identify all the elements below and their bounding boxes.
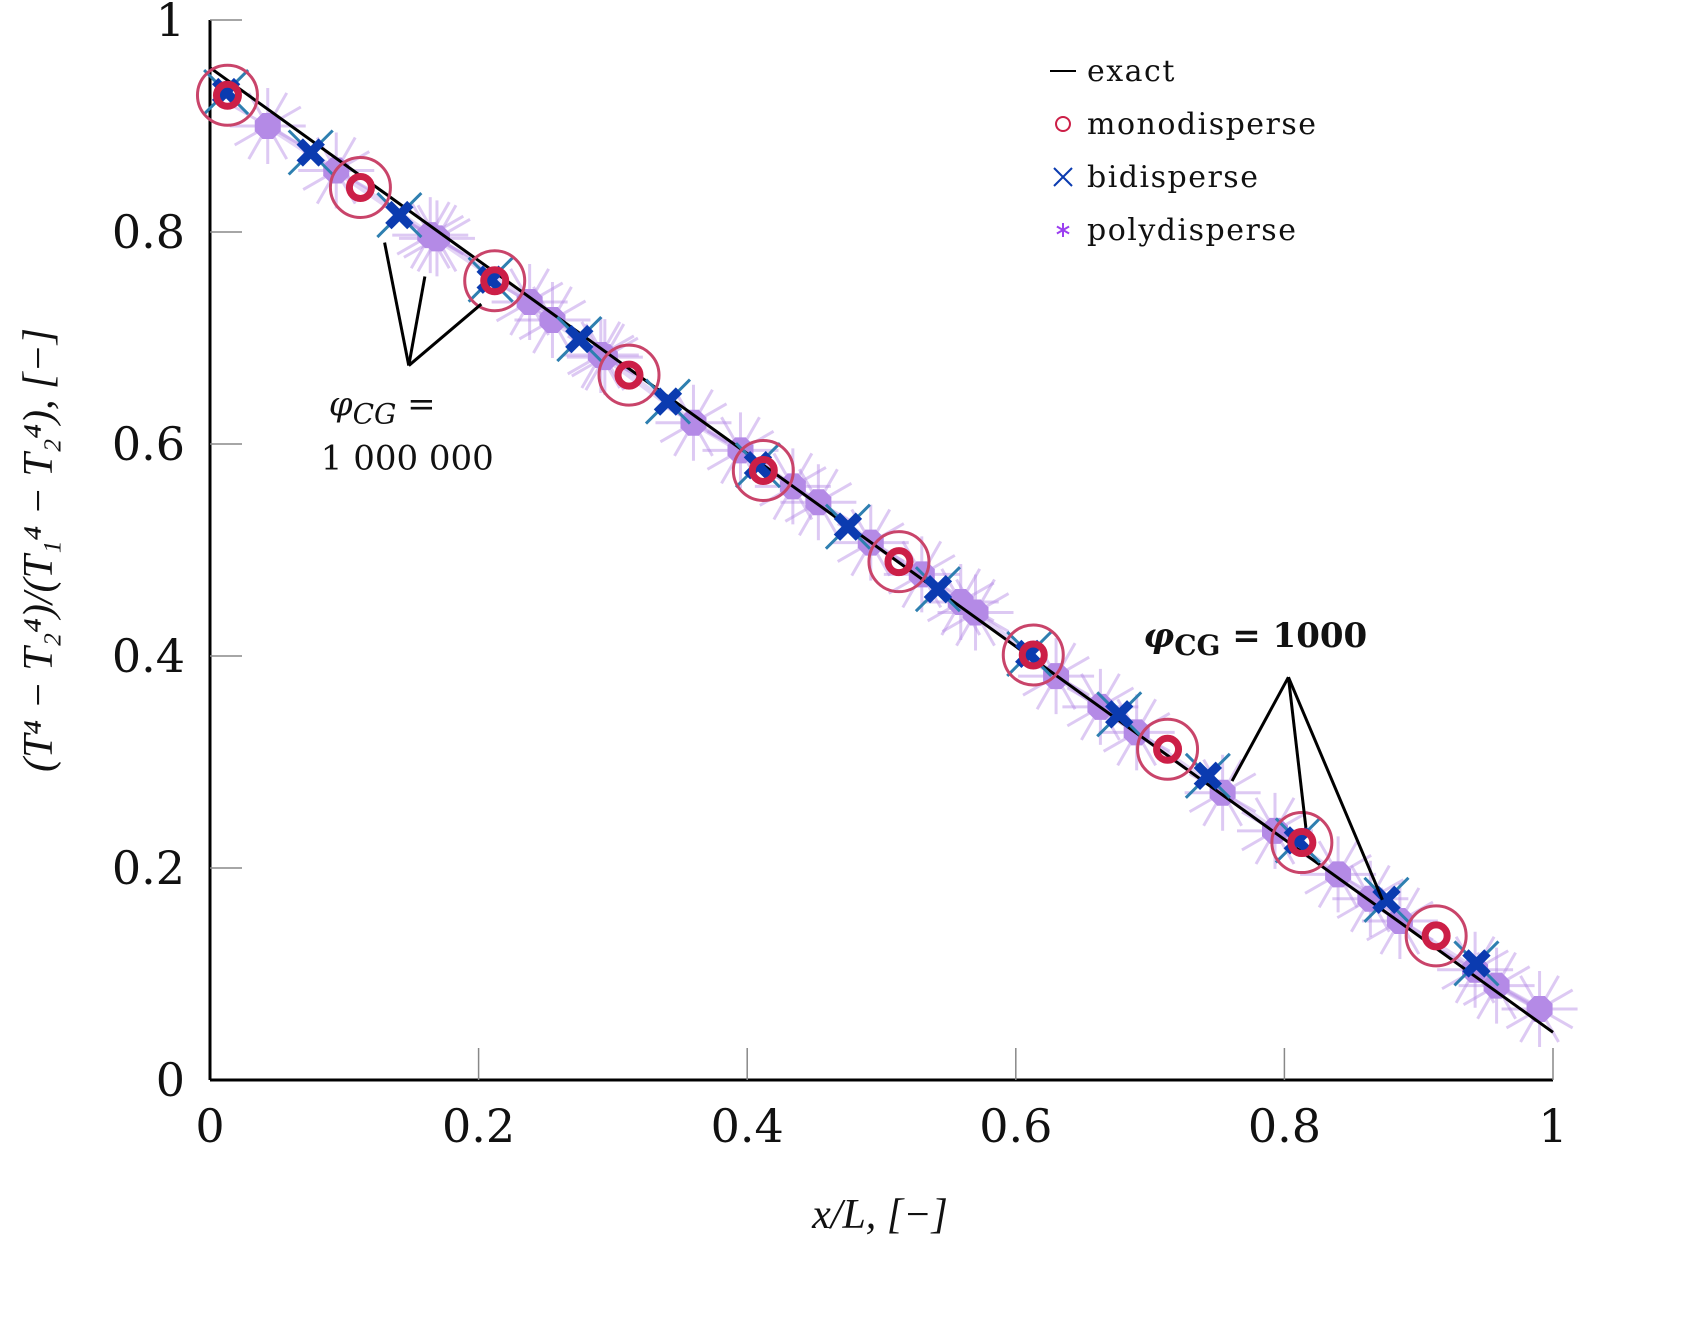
polydisperse-marker <box>805 489 832 516</box>
bidisperse-marker <box>653 387 683 416</box>
legend-label: monodisperse <box>1087 107 1318 142</box>
legend-circle-icon <box>1055 116 1071 132</box>
annotation-label: φCG = <box>329 385 436 431</box>
monodisperse-marker <box>480 266 510 296</box>
y-axis-label: (T⁴ − T₂⁴)/(T₁⁴ − T₂⁴), [−] <box>16 328 62 772</box>
y-tick-label: 0.8 <box>112 205 185 259</box>
legend-label: bidisperse <box>1087 160 1259 195</box>
polydisperse-marker <box>1526 995 1553 1022</box>
legend-item-bidisperse: bidisperse <box>1053 160 1259 195</box>
y-tick-label: 0 <box>156 1053 185 1107</box>
annotation-leader-line <box>1286 677 1308 828</box>
annotation-leader-line <box>407 276 427 366</box>
monodisperse-errorbar <box>195 63 259 127</box>
annotation-leader-line <box>383 242 411 366</box>
bidisperse-marker <box>923 575 953 604</box>
monodisperse-errorbar <box>597 343 661 407</box>
bidisperse-marker <box>1193 761 1223 790</box>
annotation-leader-line <box>407 302 483 367</box>
bidisperse-marker <box>833 512 863 541</box>
x-tick-label: 0.4 <box>711 1099 784 1153</box>
monodisperse-errorbar <box>328 155 392 219</box>
y-tick-label: 0.6 <box>112 417 185 471</box>
monodisperse-marker <box>748 456 778 485</box>
monodisperse-errorbar <box>463 249 527 313</box>
annotation-label: φCG = 1000 <box>1143 616 1367 662</box>
annotation-leader-line <box>1287 676 1384 901</box>
legend-cross-icon <box>1053 167 1073 187</box>
monodisperse-errorbar <box>1270 811 1334 875</box>
legend-item-monodisperse: monodisperse <box>1055 107 1318 142</box>
monodisperse-errorbar <box>731 439 795 502</box>
x-axis-label: x/L, [−] <box>811 1192 948 1238</box>
series-exact <box>209 66 1554 1034</box>
annotation-label-value: 1 000 000 <box>321 439 494 479</box>
x-tick-label: 0 <box>195 1099 224 1153</box>
tick-labels: 0 0.2 0.4 0.6 0.8 1 0 0.2 0.4 0.6 0.8 1 <box>112 0 1568 1153</box>
y-tick-label: 0.4 <box>112 629 185 683</box>
polydisperse-marker <box>1325 861 1352 888</box>
monodisperse-errorbar <box>1001 623 1065 687</box>
monodisperse-errorbar <box>1136 717 1200 781</box>
monodisperse-marker <box>884 547 914 577</box>
legend: exact monodisperse bidisperse polydisperse <box>1050 54 1318 248</box>
legend-label: exact <box>1087 54 1176 89</box>
annotation: φCG = 1000 <box>1143 616 1384 901</box>
x-tick-label: 0.2 <box>442 1099 515 1153</box>
y-tick-label: 0.2 <box>112 841 185 895</box>
monodisperse-marker <box>614 360 644 390</box>
bidisperse-marker <box>385 200 414 230</box>
monodisperse-errorbar <box>867 530 931 594</box>
bidisperse-marker <box>296 138 325 167</box>
polydisperse-marker <box>254 113 281 139</box>
monodisperse-marker <box>1421 921 1451 951</box>
x-tick-label: 1 <box>1538 1099 1567 1153</box>
legend-item-exact: exact <box>1050 54 1176 89</box>
legend-item-polydisperse: polydisperse <box>1056 213 1297 248</box>
monodisperse-errorbar <box>1404 904 1468 968</box>
monodisperse-marker <box>1153 734 1183 764</box>
bidisperse-marker <box>1105 700 1134 729</box>
series <box>195 63 1578 1047</box>
monodisperse-marker <box>345 172 375 202</box>
x-tick-label: 0.6 <box>979 1099 1052 1153</box>
annotation-leader-line <box>1230 676 1290 782</box>
monodisperse-marker <box>1287 828 1317 858</box>
monodisperse-marker <box>1018 640 1048 670</box>
exact-line <box>209 66 1554 1034</box>
annotations: φCG = 1 000 000 φCG = 1000 <box>321 242 1384 901</box>
legend-label: polydisperse <box>1087 213 1297 248</box>
x-tick-label: 0.8 <box>1248 1099 1321 1153</box>
axes <box>208 19 1554 1082</box>
bidisperse-marker <box>1372 885 1401 914</box>
series-monodisperse <box>195 63 1468 968</box>
series-bidisperse <box>203 69 1500 987</box>
legend-asterisk-icon <box>1056 223 1070 237</box>
bidisperse-marker <box>565 324 594 354</box>
annotation: φCG = 1 000 000 <box>321 242 494 479</box>
monodisperse-marker <box>212 80 242 110</box>
bidisperse-marker <box>1462 949 1491 978</box>
y-tick-label: 1 <box>156 0 185 47</box>
